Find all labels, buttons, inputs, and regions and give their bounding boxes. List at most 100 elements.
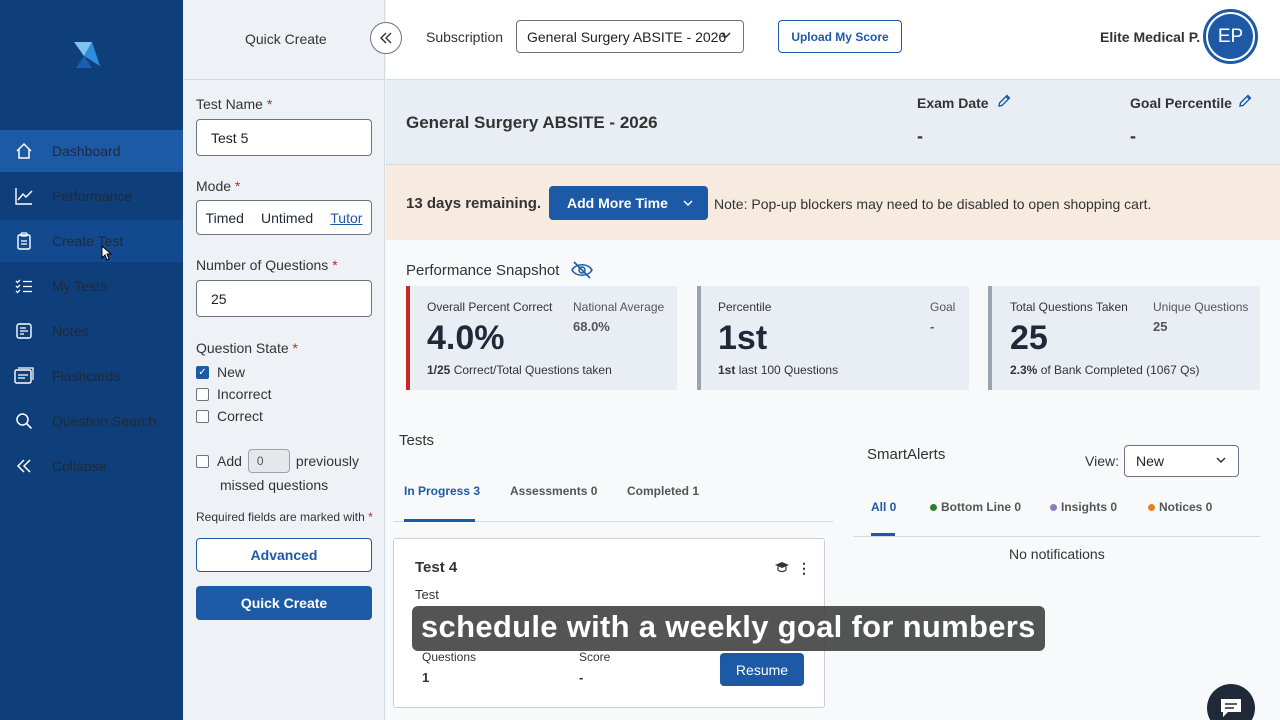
search-icon [14,411,34,431]
upload-score-button[interactable]: Upload My Score [778,20,902,53]
nav-item-question-search[interactable]: Question Search [0,400,183,442]
mode-timed[interactable]: Timed [205,209,244,226]
edit-goal-pencil-icon[interactable] [1237,93,1253,109]
checkbox-icon[interactable] [196,387,209,401]
subscription-label: Subscription [426,29,504,45]
test-name-label: Test Name * [196,96,273,112]
card-side-value: 68.0% [573,319,610,334]
card-big-value: 25 [1010,319,1048,357]
tab-assessments[interactable]: Assessments 0 [510,484,598,498]
card-side-value: 25 [1153,319,1168,334]
add-missed-suffix: missed questions [220,477,329,493]
exam-title: General Surgery ABSITE - 2026 [406,113,658,132]
card-side-value: - [930,319,935,334]
card-big-value: 4.0% [427,319,505,357]
card-footer: 1/25 Correct/Total Questions taken [427,363,612,377]
nav-item-flashcards[interactable]: Flashcards [0,355,183,397]
card-side-label: Unique Questions [1153,300,1249,314]
num-questions-label: Number of Questions * [196,257,338,273]
user-name: Elite Medical P. [1100,29,1201,45]
chart-line-icon [14,186,34,206]
nav-item-dashboard[interactable]: Dashboard [0,130,183,172]
checkbox-icon[interactable] [196,409,209,423]
card-footer: 2.3% of Bank Completed (1067 Qs) [1010,363,1200,377]
nav-label: Dashboard [52,143,121,159]
advanced-button[interactable]: Advanced [196,538,372,572]
home-icon [14,141,34,161]
subscription-select[interactable]: General Surgery ABSITE - 2026 [516,20,744,53]
chevron-down-icon [683,200,693,207]
chevron-down-icon [1216,457,1226,464]
score-value: - [579,670,584,685]
nav-label: Flashcards [52,368,121,384]
chat-button[interactable] [1207,684,1255,720]
card-label: Overall Percent Correct [427,300,553,314]
edit-exam-date-pencil-icon[interactable] [996,93,1012,109]
notes-icon [14,321,34,341]
questions-label: Questions [422,650,477,664]
avatar-initials: EP [1208,14,1253,59]
flashcards-icon [14,366,34,386]
nav-item-create-test[interactable]: Create Test [0,220,183,262]
nav-item-my-tests[interactable]: My Tests [0,265,183,307]
eye-slash-icon[interactable] [571,261,593,279]
nav-item-performance[interactable]: Performance [0,175,183,217]
exam-date-label: Exam Date [917,95,989,111]
collapse-panel-button[interactable] [370,22,402,54]
tab-completed[interactable]: Completed 1 [627,484,700,498]
state-new-checkbox[interactable]: ✓ New [196,364,245,380]
add-missed-checkbox[interactable] [196,454,209,468]
sa-divider [853,536,1260,537]
state-incorrect-checkbox[interactable]: Incorrect [196,386,271,402]
mode-tutor[interactable]: Tutor [330,209,363,226]
more-options-icon[interactable]: ⋮ [797,560,811,576]
checkbox-checked-icon[interactable]: ✓ [196,365,209,379]
nav-item-collapse[interactable]: Collapse [0,445,183,487]
add-more-time-button[interactable]: Add More Time [549,186,708,220]
nav-label: Collapse [52,458,107,474]
sa-tab-bottom-line[interactable]: Bottom Line 0 [930,500,1021,514]
quick-create-button[interactable]: Quick Create [196,586,372,620]
percent-correct-card: Overall Percent Correct National Average… [406,286,677,390]
app-logo [74,42,100,68]
resume-button[interactable]: Resume [720,653,804,686]
tab-in-progress[interactable]: In Progress 3 [404,484,481,498]
card-big-value: 1st [718,319,768,357]
missed-count-input[interactable]: 0 [247,449,290,473]
nav-label: Performance [52,188,133,204]
popup-note: Note: Pop-up blockers may need to be dis… [714,196,1152,212]
double-chevron-left-icon [14,456,34,476]
performance-snapshot-title: Performance Snapshot [406,262,560,279]
test-card-title: Test 4 [415,559,458,576]
sa-tab-all[interactable]: All 0 [871,500,897,514]
sa-tab-insights[interactable]: Insights 0 [1050,500,1117,514]
chevron-down-icon [721,32,731,39]
sa-tab-notices[interactable]: Notices 0 [1148,500,1212,514]
nav-label: Create Test [52,233,124,249]
question-state-label: Question State * [196,340,298,356]
view-label: View: [1085,453,1119,469]
exam-banner [386,80,1280,165]
exam-date-value: - [917,126,923,146]
nav-label: My Tests [52,278,107,294]
test-name-input[interactable]: Test 5 [196,119,372,156]
nav-label: Notes [52,323,89,339]
list-check-icon [14,276,34,296]
questions-value: 1 [422,670,430,685]
nav-item-notes[interactable]: Notes [0,310,183,352]
orange-dot-icon [1148,503,1155,511]
add-missed-row: Add 0 previously [196,449,359,473]
mouse-cursor-icon [101,245,112,261]
quick-create-title: Quick Create [245,31,327,47]
active-tab-indicator [404,519,475,522]
purple-dot-icon [1050,503,1057,511]
main-nav [0,0,183,720]
tests-title: Tests [399,432,435,449]
state-correct-checkbox[interactable]: Correct [196,408,263,424]
mode-untimed[interactable]: Untimed [261,209,314,226]
view-select[interactable]: New [1124,445,1239,477]
divider [183,79,385,80]
num-questions-input[interactable]: 25 [196,280,372,317]
avatar[interactable]: EP [1203,9,1258,64]
chat-bubble-icon [1221,699,1241,717]
